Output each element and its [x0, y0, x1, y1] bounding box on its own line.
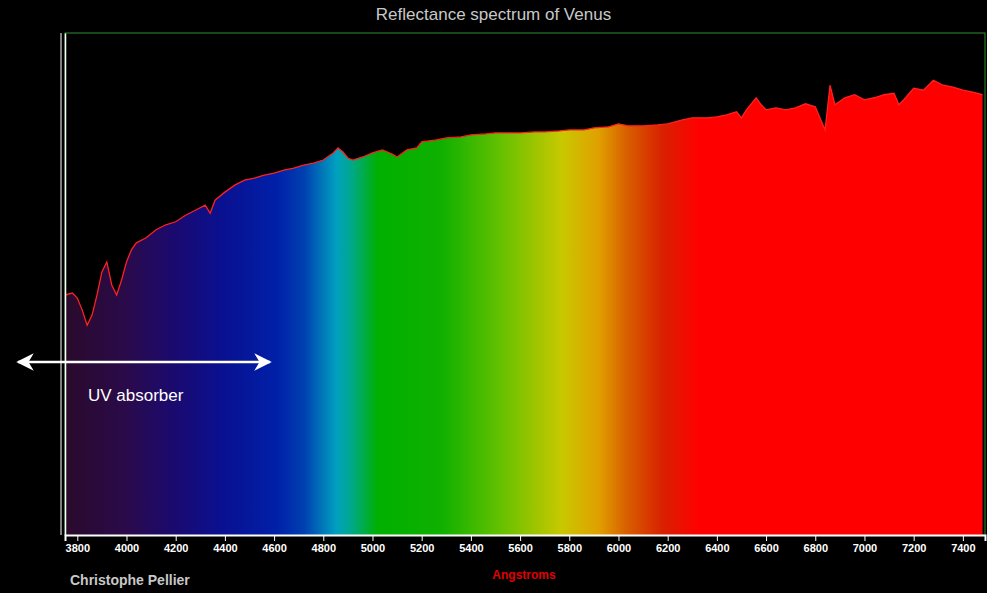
- x-tick-label: 5400: [459, 542, 483, 554]
- x-tick: 5800: [558, 535, 582, 554]
- x-tick-mark: [717, 535, 718, 541]
- x-tick-mark: [126, 535, 127, 541]
- x-tick-label: 6200: [656, 542, 680, 554]
- x-tick-label: 4800: [312, 542, 336, 554]
- plot: 3800 4000 4200 4400 4600 4800 5000 5200 5400 5600…: [61, 33, 986, 554]
- x-tick: 3800: [66, 535, 90, 554]
- marks: [65, 80, 983, 535]
- x-tick: 4600: [262, 535, 286, 554]
- x-tick-label: 4000: [115, 542, 139, 554]
- x-tick-mark: [323, 535, 324, 541]
- x-axis-line: [66, 536, 986, 542]
- x-tick-mark: [274, 535, 275, 541]
- x-tick-mark: [77, 535, 78, 541]
- x-tick: 7000: [853, 535, 877, 554]
- x-tick: 7200: [902, 535, 926, 554]
- x-tick-mark: [963, 535, 964, 541]
- x-tick-label: 3800: [66, 542, 90, 554]
- spectrum-line: [65, 80, 983, 325]
- x-tick: 6600: [754, 535, 778, 554]
- x-tick-label: 6800: [804, 542, 828, 554]
- x-tick-mark: [766, 535, 767, 541]
- x-tick: 6800: [804, 535, 828, 554]
- x-tick: 4400: [213, 535, 237, 554]
- x-tick: 5200: [410, 535, 434, 554]
- y-axis: [65, 34, 66, 536]
- x-tick: 4800: [312, 535, 336, 554]
- x-tick-label: 6600: [754, 542, 778, 554]
- x-tick-mark: [569, 535, 570, 541]
- x-tick-mark: [618, 535, 619, 541]
- x-tick-label: 7200: [902, 542, 926, 554]
- x-tick-label: 7400: [951, 542, 975, 554]
- y-axis-line: [65, 34, 67, 536]
- credit: Christophe Pellier: [70, 572, 190, 588]
- x-tick-mark: [668, 535, 669, 541]
- x-tick-mark: [815, 535, 816, 541]
- x-tick: 7400: [951, 535, 975, 554]
- x-tick-label: 4400: [213, 542, 237, 554]
- x-tick-mark: [471, 535, 472, 541]
- x-tick: 5000: [361, 535, 385, 554]
- x-axis: 3800 4000 4200 4400 4600 4800 5000 5200 5400 5600…: [66, 535, 986, 554]
- x-tick: 5400: [459, 535, 483, 554]
- x-axis-title: Angstroms: [492, 568, 556, 582]
- x-tick-label: 5000: [361, 542, 385, 554]
- title: Reflectance spectrum of Venus: [376, 5, 611, 24]
- spectrum-area: [65, 80, 983, 535]
- x-tick: 6200: [656, 535, 680, 554]
- x-tick-label: 5600: [508, 542, 532, 554]
- x-tick-mark: [176, 535, 177, 541]
- x-tick: 6000: [607, 535, 631, 554]
- x-tick-label: 7000: [853, 542, 877, 554]
- x-tick-mark: [520, 535, 521, 541]
- x-tick: 4000: [115, 535, 139, 554]
- x-tick-label: 6400: [705, 542, 729, 554]
- chart: 3800 4000 4200 4400 4600 4800 5000 5200 5400 5600…: [0, 0, 987, 593]
- x-tick: 6400: [705, 535, 729, 554]
- x-tick-mark: [422, 535, 423, 541]
- plot-frame: [65, 33, 985, 535]
- x-tick-label: 4600: [262, 542, 286, 554]
- annotation: UV absorber: [88, 386, 184, 405]
- x-tick-label: 5200: [410, 542, 434, 554]
- y-axis-rule: [61, 33, 62, 535]
- x-tick: 4200: [164, 535, 188, 554]
- x-tick: 5600: [508, 535, 532, 554]
- x-tick-label: 4200: [164, 542, 188, 554]
- x-tick-mark: [864, 535, 865, 541]
- x-tick-label: 5800: [558, 542, 582, 554]
- x-tick-mark: [914, 535, 915, 541]
- x-tick-label: 6000: [607, 542, 631, 554]
- x-tick-mark: [225, 535, 226, 541]
- annotation-arrow: [18, 361, 270, 364]
- x-tick-mark: [372, 535, 373, 541]
